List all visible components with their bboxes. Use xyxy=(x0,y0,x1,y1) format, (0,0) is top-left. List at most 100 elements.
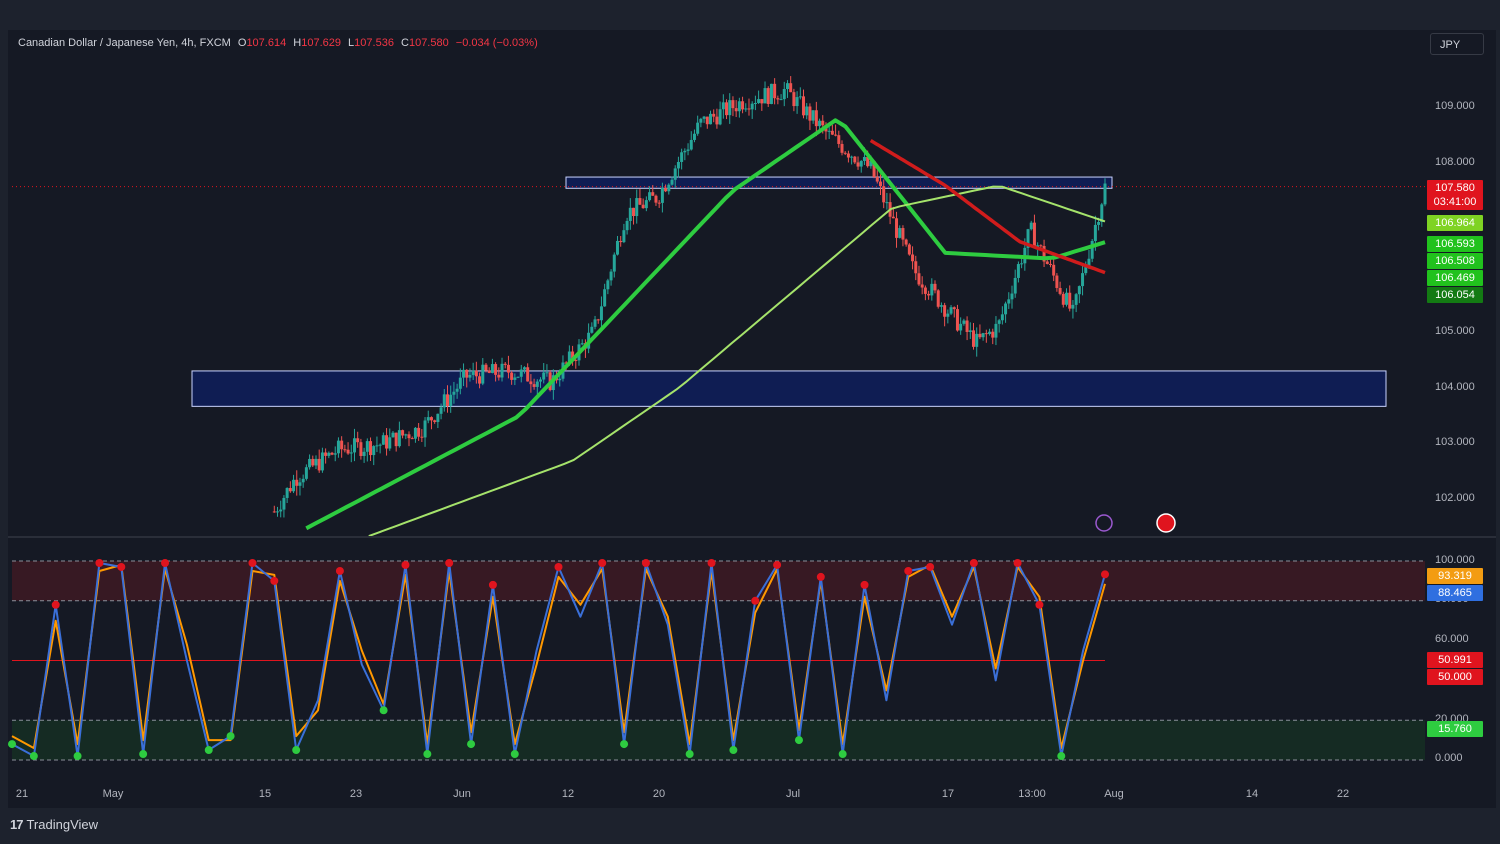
candle-body xyxy=(596,319,600,321)
time-tick-label: 23 xyxy=(349,788,363,800)
sell-signal-dot xyxy=(707,558,716,567)
ema_slow-line xyxy=(368,185,1106,538)
candle-body xyxy=(375,445,379,447)
candle-body xyxy=(1071,304,1075,309)
candle-body xyxy=(721,102,725,110)
candle-body xyxy=(837,135,841,144)
candle-body xyxy=(949,307,953,314)
tradingview-logo[interactable]: 17 TradingView xyxy=(10,817,98,832)
candle-body xyxy=(452,391,456,395)
candle-body xyxy=(898,228,902,238)
candle-body xyxy=(834,134,838,136)
candle-body xyxy=(1065,292,1069,305)
candle-body xyxy=(702,116,706,119)
candle-body xyxy=(615,240,619,255)
candle-body xyxy=(997,320,1001,324)
candle-body xyxy=(805,106,809,116)
candle-body xyxy=(657,202,661,204)
canada-flag-icon xyxy=(1156,513,1176,533)
candle-body xyxy=(1061,293,1065,305)
overbought-band xyxy=(12,561,1425,601)
candle-body xyxy=(846,153,850,158)
candle-body xyxy=(519,369,523,377)
candle-body xyxy=(654,195,658,203)
buy-signal-dot xyxy=(729,746,738,755)
candle-body xyxy=(381,435,385,445)
candle-body xyxy=(340,440,344,450)
low-value: 107.536 xyxy=(354,37,394,49)
candle-body xyxy=(558,378,562,381)
currency-button[interactable]: JPY xyxy=(1430,33,1484,55)
candle-body xyxy=(410,438,414,440)
candle-body xyxy=(776,98,780,100)
sell-signal-dot xyxy=(641,558,650,567)
candle-body xyxy=(840,143,844,153)
candle-body xyxy=(904,239,908,245)
candle-body xyxy=(917,273,921,285)
candle-body xyxy=(385,435,389,449)
candle-body xyxy=(664,188,668,192)
candle-body xyxy=(481,364,485,384)
candle-body xyxy=(911,254,915,262)
candle-body xyxy=(763,88,767,104)
candle-body xyxy=(372,446,376,456)
candle-body xyxy=(413,427,417,439)
candle-body xyxy=(468,374,472,378)
candle-body xyxy=(676,161,680,169)
candle-body xyxy=(955,309,959,331)
candle-body xyxy=(760,99,764,104)
candle-body xyxy=(901,228,905,240)
candle-body xyxy=(1032,222,1036,248)
candle-body xyxy=(959,323,963,331)
candle-body xyxy=(962,320,966,324)
candle-body xyxy=(891,216,895,219)
candle-body xyxy=(644,200,648,209)
time-tick-label: 12 xyxy=(561,788,575,800)
candle-body xyxy=(798,96,802,98)
candle-body xyxy=(757,99,761,103)
candle-body xyxy=(818,120,822,127)
candle-body xyxy=(981,333,985,338)
open-label: O xyxy=(237,37,247,49)
candle-body xyxy=(725,102,729,116)
candle-body xyxy=(862,156,866,161)
candle-body xyxy=(1084,266,1088,274)
support-resistance-zone xyxy=(191,370,1387,407)
low-label: L xyxy=(348,37,355,49)
sell-signal-dot xyxy=(1035,600,1044,609)
candle-body xyxy=(535,381,539,387)
candle-body xyxy=(272,511,276,513)
candle-body xyxy=(516,376,520,378)
candle-body xyxy=(1013,277,1017,294)
candle-body xyxy=(404,434,408,436)
candle-body xyxy=(571,351,575,361)
candle-body xyxy=(285,488,289,498)
candle-body xyxy=(859,160,863,167)
buy-signal-dot xyxy=(838,750,847,759)
candle-body xyxy=(830,130,834,135)
candle-body xyxy=(311,458,315,466)
candle-body xyxy=(978,333,982,338)
sell-signal-dot xyxy=(554,562,563,571)
candle-body xyxy=(1020,263,1024,265)
candle-body xyxy=(779,99,783,101)
candle-body xyxy=(975,333,979,347)
candle-body xyxy=(298,482,302,486)
osc-value-label: 88.465 xyxy=(1427,585,1483,601)
osc-value-label: 93.319 xyxy=(1427,568,1483,584)
candle-body xyxy=(314,458,318,466)
sell-signal-dot xyxy=(161,558,170,567)
candle-body xyxy=(522,367,526,370)
chart-frame[interactable] xyxy=(8,30,1496,808)
candle-body xyxy=(628,207,632,221)
candle-body xyxy=(324,452,328,456)
candle-body xyxy=(680,152,684,162)
candle-body xyxy=(574,360,578,362)
sell-signal-dot xyxy=(904,566,913,575)
candle-body xyxy=(811,110,815,121)
candle-body xyxy=(1068,292,1072,309)
candle-body xyxy=(920,284,924,288)
candle-body xyxy=(510,372,514,380)
candle-body xyxy=(580,343,584,345)
